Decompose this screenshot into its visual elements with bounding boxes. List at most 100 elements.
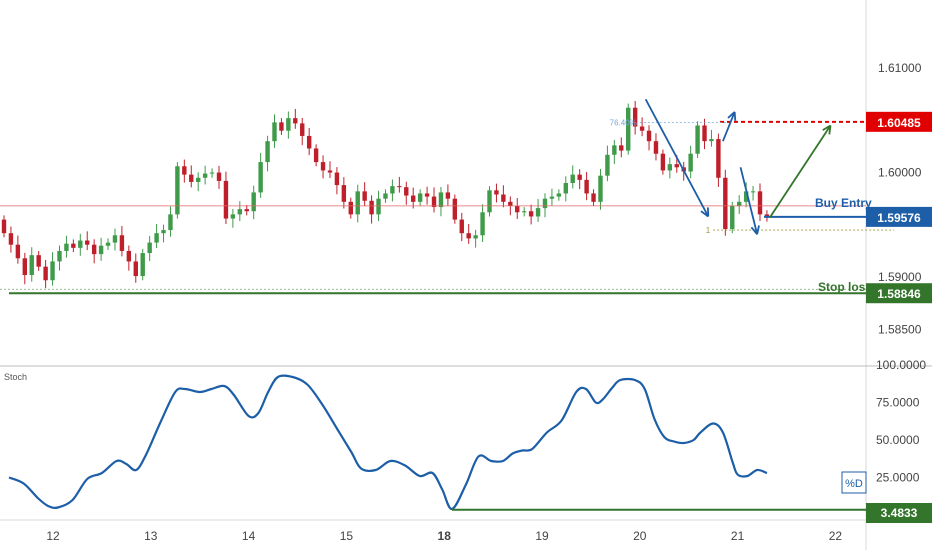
candle-body: [286, 118, 290, 131]
candle-body: [612, 145, 616, 154]
candle-body: [432, 197, 436, 207]
candle-body: [210, 173, 214, 174]
candle-body: [36, 255, 40, 267]
candle-body: [300, 123, 304, 136]
candle-body: [189, 175, 193, 182]
stoch-layer: [9, 376, 866, 510]
arrow-head: [735, 112, 736, 121]
candle-body: [577, 175, 581, 180]
candle-body: [78, 241, 82, 248]
stoch-level-value: 3.4833: [881, 506, 918, 520]
candle-body: [383, 193, 387, 198]
candle-body: [453, 199, 457, 220]
time-tick-label: 18: [438, 529, 452, 543]
candle-body: [99, 246, 103, 254]
candle-body: [466, 233, 470, 238]
price-tick-label: 1.58500: [878, 322, 922, 336]
candle-body: [43, 267, 47, 281]
candle-body: [154, 233, 158, 242]
candle-body: [251, 192, 255, 211]
candle-body: [557, 193, 561, 196]
time-tick-label: 13: [144, 529, 158, 543]
candle-body: [709, 139, 713, 141]
stoch-tick-label: 75.0000: [876, 396, 920, 410]
candle-body: [293, 118, 297, 123]
candle-body: [668, 164, 672, 170]
price-level-value: 1.58846: [877, 287, 921, 301]
candle-body: [113, 235, 117, 242]
candle-body: [675, 164, 679, 167]
candle-body: [307, 136, 311, 149]
candle-body: [723, 178, 727, 229]
candle-body: [127, 251, 131, 261]
candle-body: [494, 190, 498, 194]
stoch-tick-label: 50.0000: [876, 433, 920, 447]
candle-body: [522, 211, 526, 212]
candle-body: [106, 243, 110, 246]
candle-body: [536, 208, 540, 216]
candle-body: [584, 180, 588, 194]
price-tick-label: 1.60000: [878, 166, 922, 180]
candle-body: [425, 193, 429, 196]
candle-body: [695, 125, 699, 153]
price-tick-label: 1.61000: [878, 61, 922, 75]
trend-arrow: [741, 167, 758, 234]
candle-body: [626, 108, 630, 151]
candle-body: [390, 186, 394, 193]
candle-body: [411, 196, 415, 202]
candle-body: [175, 166, 179, 214]
candle-body: [224, 181, 228, 219]
candle-body: [272, 122, 276, 141]
candle-body: [508, 202, 512, 206]
price-tick-label: 1.59000: [878, 270, 922, 284]
price-level-value: 1.60485: [877, 116, 921, 130]
candle-body: [529, 211, 533, 216]
candle-body: [349, 202, 353, 215]
candle-body: [564, 183, 568, 193]
candle-body: [688, 154, 692, 172]
candle-body: [356, 191, 360, 214]
candle-body: [50, 261, 54, 280]
candle-body: [328, 170, 332, 172]
arrows-layer: [646, 99, 831, 234]
stoch-tick-label: 25.0000: [876, 471, 920, 485]
candle-body: [335, 173, 339, 186]
candle-body: [376, 199, 380, 215]
stoch-tick-label: 100.0000: [876, 358, 926, 372]
candle-body: [2, 220, 6, 234]
candle-body: [758, 191, 762, 214]
candle-body: [397, 186, 401, 187]
candle-body: [258, 162, 262, 192]
buy-entry-label: Buy Entry: [815, 196, 872, 210]
candle-body: [64, 244, 68, 251]
candle-body: [182, 166, 186, 174]
candle-body: [279, 122, 283, 130]
candle-body: [245, 209, 249, 211]
candle-body: [203, 174, 207, 178]
stoch-axis[interactable]: 100.0000 75.0000 50.0000 25.0000: [876, 358, 926, 485]
arrow-head: [757, 225, 759, 234]
candle-body: [473, 235, 477, 238]
stoch-badge-label: %D: [845, 478, 863, 490]
candle-body: [598, 176, 602, 202]
candle-body: [134, 261, 138, 276]
price-level-value: 1.59576: [877, 211, 921, 225]
candle-body: [418, 193, 422, 201]
candle-body: [9, 233, 13, 245]
candle-body: [605, 155, 609, 176]
candle-body: [321, 162, 325, 170]
candle-body: [550, 197, 554, 199]
candle-body: [57, 251, 61, 261]
candle-body: [217, 173, 221, 181]
candle-body: [362, 191, 366, 200]
candle-body: [640, 127, 644, 131]
candle-body: [30, 255, 34, 275]
time-tick-label: 15: [340, 529, 354, 543]
candle-body: [661, 154, 665, 171]
candle-body: [460, 220, 464, 234]
candle-body: [120, 235, 124, 251]
candle-body: [751, 191, 755, 192]
